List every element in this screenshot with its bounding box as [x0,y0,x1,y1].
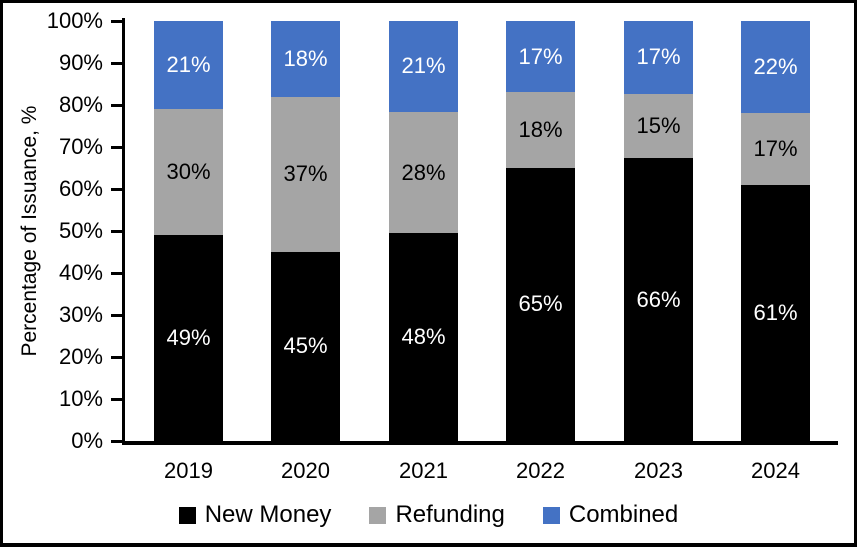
legend-swatch [542,506,560,524]
y-axis-tick [111,355,124,359]
bar-segment-new-money-2024: 61% [741,184,810,441]
legend-item-label: Combined [568,501,679,528]
y-axis-tick-label: 40% [58,260,103,285]
bar-segment-refunding-2022: 18% [506,92,575,168]
bar-segment-combined-2021: 21% [389,21,458,112]
x-axis-label-2024: 2024 [751,458,800,483]
y-axis-tick-label: 30% [58,302,103,327]
legend-swatch [178,506,196,524]
y-axis-tick [111,271,124,275]
legend-item-combined: Combined [542,501,679,529]
bar-segment-new-money-2019: 49% [154,235,223,441]
bar-segment-combined-2020: 18% [271,21,340,97]
bar-segment-combined-2022: 17% [506,21,575,93]
bar-segment-label: 45% [283,333,328,359]
x-axis-label-2022: 2022 [516,458,565,483]
y-axis-tick [111,229,124,233]
bar-segment-label: 37% [283,161,328,187]
y-axis-tick [111,187,124,191]
bar-2023: 17% 15% 66% [624,21,693,441]
bar-segment-label: 66% [636,286,681,312]
bar-2020: 18% 37% 45% [271,21,340,441]
bar-segment-refunding-2024: 17% [741,113,810,185]
x-axis-label-2023: 2023 [634,458,683,483]
bar-segment-combined-2019: 21% [154,21,223,110]
y-axis-line [122,18,125,445]
bar-segment-label: 28% [401,159,446,185]
bar-segment-label: 15% [636,112,681,138]
y-axis-tick [111,19,124,23]
x-axis-label-2021: 2021 [399,458,448,483]
legend-item-new-money: New Money [178,501,332,529]
bar-2022: 17% 18% 65% [506,21,575,441]
y-axis-tick-label: 70% [58,134,103,159]
bar-segment-label: 65% [518,291,563,317]
y-axis-tick [111,61,124,65]
y-axis-tick-label: 50% [58,218,103,243]
x-axis-label-2020: 2020 [281,458,330,483]
bar-segment-label: 17% [518,43,563,69]
bar-segment-label: 61% [753,299,798,325]
legend-item-label: New Money [204,501,332,528]
y-axis-tick [111,145,124,149]
bar-segment-refunding-2020: 37% [271,96,340,252]
y-axis-tick [111,439,124,443]
y-axis-tick-label: 100% [46,8,103,33]
y-axis-tick-label: 60% [58,176,103,201]
bar-2024: 22% 17% 61% [741,21,810,441]
y-axis-tick [111,313,124,317]
bar-segment-label: 18% [283,45,328,71]
bar-segment-combined-2024: 22% [741,21,810,114]
bar-segment-label: 22% [753,54,798,80]
bar-segment-new-money-2022: 65% [506,167,575,441]
bar-segment-label: 21% [401,53,446,79]
y-axis-tick-label: 10% [58,386,103,411]
bar-segment-refunding-2023: 15% [624,93,693,159]
legend-item-label: Refunding [395,501,505,528]
bar-2019: 21% 30% 49% [154,21,223,441]
bar-segment-label: 48% [401,324,446,350]
bar-segment-label: 30% [166,159,211,185]
bar-segment-label: 17% [636,44,681,70]
y-axis-tick-label: 20% [58,344,103,369]
bar-segment-refunding-2021: 28% [389,111,458,234]
legend-swatch [369,506,387,524]
legend-item-refunding: Refunding [369,501,505,529]
x-axis-line [122,441,838,445]
y-axis-tick-label: 80% [58,92,103,117]
bar-segment-refunding-2019: 30% [154,109,223,236]
bar-segment-label: 49% [166,325,211,351]
y-axis-tick [111,397,124,401]
legend: New Money Refunding Combined [3,501,854,529]
bar-segment-label: 18% [518,117,563,143]
bar-segment-label: 21% [166,52,211,78]
y-axis-tick [111,103,124,107]
bar-segment-new-money-2020: 45% [271,251,340,441]
bar-segment-combined-2023: 17% [624,21,693,94]
bar-2021: 21% 28% 48% [389,21,458,441]
bar-segment-new-money-2023: 66% [624,158,693,441]
y-axis-tick-label: 0% [71,428,103,453]
bar-segment-label: 17% [753,136,798,162]
bar-segment-new-money-2021: 48% [389,233,458,441]
x-axis-label-2019: 2019 [164,458,213,483]
y-axis-tick-label: 90% [58,50,103,75]
